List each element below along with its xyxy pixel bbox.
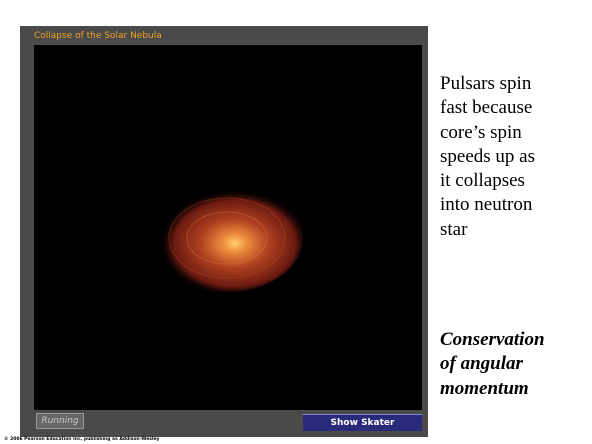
nebula-ring: [168, 197, 286, 279]
nebula-ring: [186, 211, 268, 265]
text-line: it collapses: [440, 170, 525, 192]
text-line: momentum: [440, 377, 529, 399]
animation-title: Collapse of the Solar Nebula: [34, 31, 162, 41]
nebula-view: [151, 184, 303, 292]
text-line: into neutron: [440, 194, 533, 216]
text-line: Pulsars spin: [440, 73, 532, 94]
animation-frame: Collapse of the Solar Nebula Running Sho…: [20, 26, 428, 437]
text-line: fast because: [440, 97, 533, 119]
text-line: Conservation: [440, 329, 545, 350]
running-button[interactable]: Running: [36, 413, 84, 429]
nebula: [151, 184, 303, 292]
copyright: © 2006 Pearson Education Inc, publishing…: [4, 437, 160, 442]
show-skater-button[interactable]: Show Skater: [303, 414, 422, 431]
body-text: Pulsars spin fast because core’s spin speed…: [440, 72, 535, 242]
text-line: star: [440, 218, 468, 240]
text-line: speeds up as: [440, 145, 535, 167]
text-line: core’s spin: [440, 121, 522, 143]
text-line: of angular: [440, 353, 523, 375]
animation-screen: [34, 45, 422, 410]
emphasis-text: Conservation of angular momentum: [440, 328, 545, 401]
